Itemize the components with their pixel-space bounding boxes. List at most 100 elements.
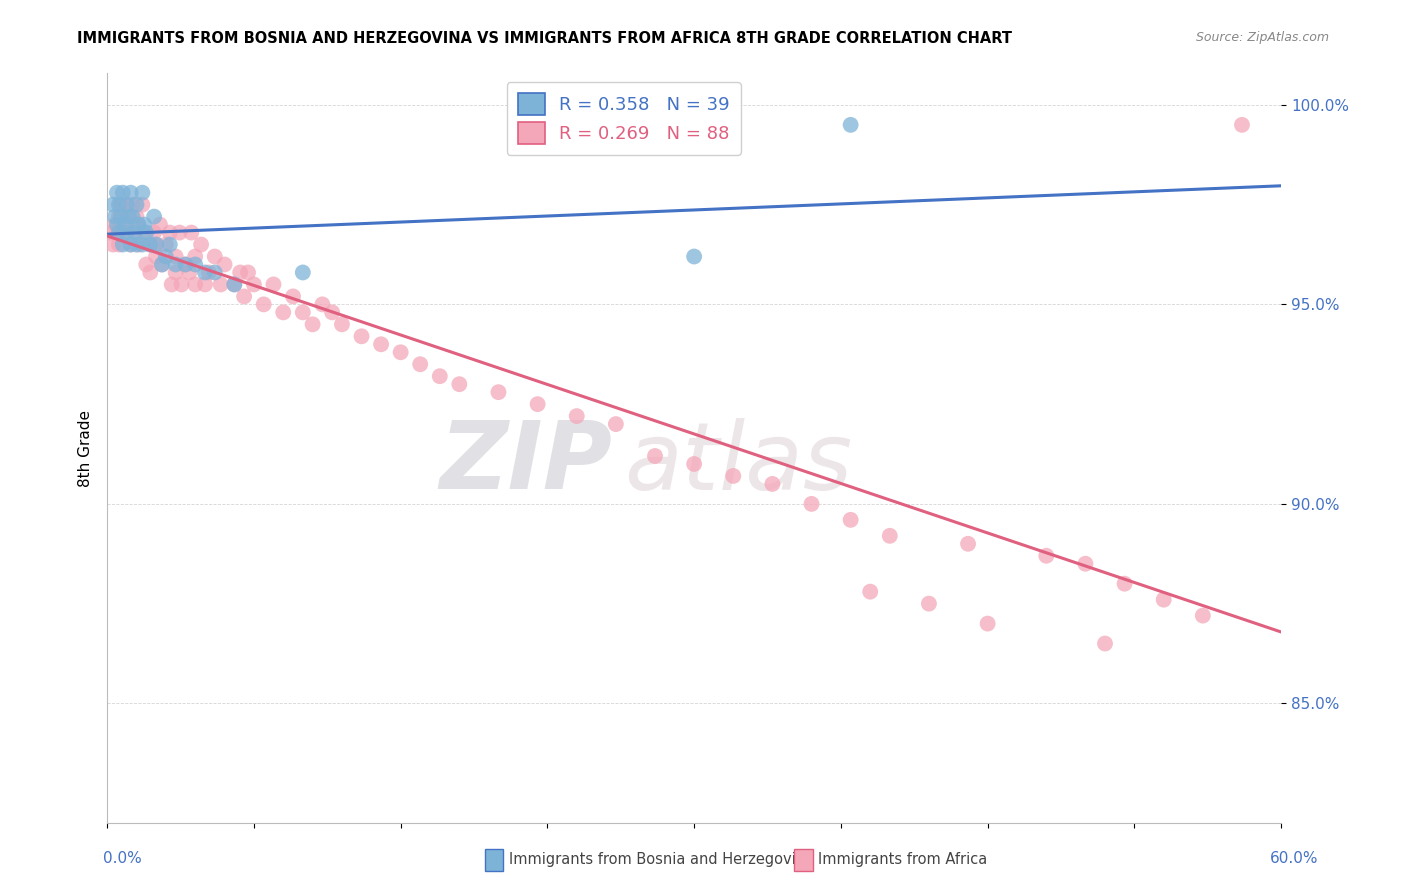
Point [281, 289, 304, 303]
Point [118, 210, 141, 224]
Point [127, 218, 149, 232]
Point [150, 258, 173, 272]
Point [291, 265, 314, 279]
Point [131, 186, 153, 200]
Point [1153, 592, 1175, 607]
Point [159, 226, 181, 240]
Point [150, 258, 173, 272]
Point [165, 250, 187, 264]
Point [145, 250, 167, 264]
Point [1035, 549, 1057, 563]
Point [121, 197, 143, 211]
Point [243, 277, 266, 292]
Point [198, 265, 221, 279]
Point [184, 258, 207, 272]
Point [229, 265, 252, 279]
Point [253, 297, 276, 311]
Point [139, 237, 162, 252]
Point [105, 226, 128, 240]
Point [131, 237, 153, 252]
Point [1074, 557, 1097, 571]
Point [236, 265, 259, 279]
Point [976, 616, 998, 631]
Point [1114, 576, 1136, 591]
Point [1094, 636, 1116, 650]
Point [120, 237, 142, 252]
Point [190, 237, 212, 252]
Point [105, 186, 128, 200]
Point [134, 226, 156, 240]
Point [108, 210, 131, 224]
Point [149, 218, 172, 232]
Point [110, 197, 132, 211]
Point [449, 377, 471, 392]
Point [301, 318, 323, 332]
Point [111, 186, 134, 200]
Point [108, 226, 131, 240]
Point [291, 305, 314, 319]
Point [184, 250, 207, 264]
Point [100, 226, 122, 240]
Point [879, 529, 901, 543]
Point [859, 584, 882, 599]
Text: ZIP: ZIP [439, 417, 612, 509]
Point [134, 218, 156, 232]
Point [204, 265, 226, 279]
Point [104, 210, 127, 224]
Point [160, 277, 183, 292]
Text: atlas: atlas [624, 417, 852, 508]
Point [605, 417, 627, 431]
Point [135, 226, 157, 240]
Text: Immigrants from Africa: Immigrants from Africa [818, 853, 987, 867]
Point [115, 226, 138, 240]
Point [271, 305, 294, 319]
Point [526, 397, 548, 411]
Point [370, 337, 392, 351]
Point [101, 237, 124, 252]
Text: Immigrants from Bosnia and Herzegovina: Immigrants from Bosnia and Herzegovina [509, 853, 814, 867]
Point [174, 258, 197, 272]
Point [957, 537, 980, 551]
Point [723, 469, 745, 483]
Point [194, 277, 217, 292]
Point [143, 210, 166, 224]
Point [108, 197, 131, 211]
Point [330, 318, 353, 332]
Text: IMMIGRANTS FROM BOSNIA AND HERZEGOVINA VS IMMIGRANTS FROM AFRICA 8TH GRADE CORRE: IMMIGRANTS FROM BOSNIA AND HERZEGOVINA V… [77, 31, 1012, 46]
Point [104, 218, 127, 232]
Point [389, 345, 412, 359]
Point [839, 118, 862, 132]
Point [918, 597, 941, 611]
Point [143, 226, 166, 240]
Point [131, 197, 153, 211]
Point [127, 237, 149, 252]
Point [120, 210, 142, 224]
Point [115, 197, 138, 211]
Legend: R = 0.358   N = 39, R = 0.269   N = 88: R = 0.358 N = 39, R = 0.269 N = 88 [506, 82, 741, 155]
Point [111, 237, 134, 252]
Point [488, 385, 510, 400]
Point [110, 210, 132, 224]
Point [204, 250, 226, 264]
Point [350, 329, 373, 343]
Point [111, 226, 134, 240]
Point [683, 457, 706, 471]
Point [114, 218, 136, 232]
Point [262, 277, 284, 292]
Point [174, 258, 197, 272]
Point [224, 277, 246, 292]
Point [1230, 118, 1253, 132]
Point [429, 369, 451, 384]
Point [135, 258, 157, 272]
Point [124, 226, 146, 240]
Point [114, 218, 136, 232]
Point [170, 277, 193, 292]
Point [194, 265, 217, 279]
Text: 0.0%: 0.0% [103, 851, 142, 865]
Point [127, 218, 149, 232]
Point [115, 226, 138, 240]
Point [124, 226, 146, 240]
Point [1192, 608, 1215, 623]
Point [120, 237, 142, 252]
Point [159, 237, 181, 252]
